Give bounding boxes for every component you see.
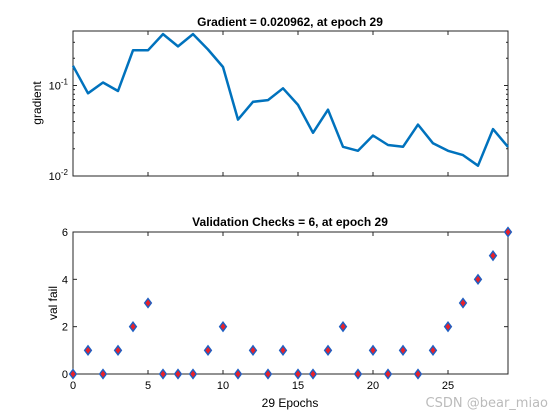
gradient-plot-y-label: gradient bbox=[30, 81, 44, 125]
validation-point bbox=[278, 344, 288, 357]
validation-point bbox=[338, 320, 348, 333]
validation-point bbox=[128, 320, 138, 333]
validation-plot-x-label: 29 Epochs bbox=[262, 396, 319, 410]
watermark-text: CSDN @bear_miao bbox=[426, 396, 548, 411]
gradient-series-line bbox=[71, 32, 509, 167]
y-tick-label: 0 bbox=[62, 369, 68, 381]
gradient-plot-title: Gradient = 0.020962, at epoch 29 bbox=[197, 15, 383, 29]
validation-plot-axes-box bbox=[72, 231, 509, 375]
validation-point bbox=[428, 344, 438, 357]
validation-point bbox=[473, 273, 483, 286]
validation-point bbox=[218, 320, 228, 333]
y-tick-label: 4 bbox=[62, 274, 68, 286]
validation-plot: Validation Checks = 6, at epoch 29 0 5 10 1… bbox=[46, 215, 513, 410]
validation-point bbox=[158, 368, 168, 380]
validation-point bbox=[308, 368, 318, 380]
validation-point bbox=[368, 344, 378, 357]
x-tick-label: 5 bbox=[145, 380, 151, 392]
validation-point bbox=[323, 344, 333, 357]
y-tick-label: 10-2 bbox=[49, 168, 69, 183]
gradient-plot: Gradient = 0.020962, at epoch 29 10-210-… bbox=[30, 15, 509, 183]
validation-point bbox=[203, 344, 213, 357]
validation-point bbox=[353, 368, 363, 380]
validation-point bbox=[458, 297, 468, 309]
validation-point bbox=[113, 344, 123, 357]
gradient-plot-x-ticks bbox=[72, 31, 449, 176]
validation-plot-x-ticks: 0 5 10 15 20 25 bbox=[70, 232, 454, 392]
validation-point bbox=[413, 368, 423, 380]
y-tick-label: 6 bbox=[62, 227, 68, 239]
x-tick-label: 0 bbox=[70, 380, 76, 392]
validation-point bbox=[68, 368, 78, 380]
x-tick-label: 15 bbox=[292, 380, 304, 392]
validation-point bbox=[398, 344, 408, 357]
validation-point bbox=[143, 297, 153, 309]
gradient-plot-y-ticks: 10-2 10-1 bbox=[49, 30, 508, 183]
validation-point bbox=[263, 368, 273, 380]
y-tick-label: 2 bbox=[62, 322, 68, 334]
validation-point bbox=[248, 344, 258, 357]
gradient-plot-axes-box bbox=[72, 30, 509, 177]
validation-point bbox=[488, 250, 498, 262]
validation-point bbox=[233, 368, 243, 380]
x-tick-label: 20 bbox=[367, 380, 379, 392]
validation-point bbox=[188, 368, 198, 380]
validation-point bbox=[443, 320, 453, 333]
validation-plot-title: Validation Checks = 6, at epoch 29 bbox=[192, 215, 388, 229]
y-tick-label: 10-1 bbox=[49, 77, 69, 92]
validation-point bbox=[98, 368, 108, 380]
validation-points bbox=[68, 226, 513, 380]
validation-point bbox=[83, 344, 93, 357]
validation-point bbox=[173, 368, 183, 380]
x-tick-label: 25 bbox=[442, 380, 454, 392]
validation-point bbox=[293, 368, 303, 380]
x-tick-label: 10 bbox=[217, 380, 229, 392]
validation-plot-y-label: val fail bbox=[46, 286, 60, 320]
validation-point bbox=[503, 226, 513, 238]
validation-point bbox=[383, 368, 393, 380]
